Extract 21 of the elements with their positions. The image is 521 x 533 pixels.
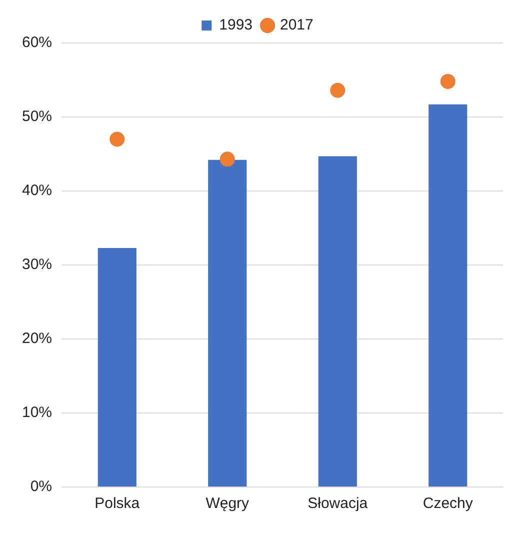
point xyxy=(330,82,346,98)
x-tick-label: Polska xyxy=(94,495,140,512)
bar xyxy=(208,160,247,486)
point xyxy=(440,74,456,89)
legend-label: 1993 xyxy=(219,16,253,34)
point xyxy=(110,132,125,147)
x-tick-label: Czechy xyxy=(422,495,474,512)
x-tick-label: Słowacja xyxy=(308,495,368,512)
bar xyxy=(428,104,468,486)
y-tick-label: 30% xyxy=(22,256,52,274)
y-tick-label: 50% xyxy=(22,108,52,126)
y-tick-label: 0% xyxy=(30,478,52,496)
bar xyxy=(98,248,136,486)
x-tick-label: Węgry xyxy=(206,495,250,512)
y-tick-label: 10% xyxy=(22,404,52,422)
y-tick-label: 60% xyxy=(22,34,52,52)
bar xyxy=(318,156,357,486)
y-tick-label: 40% xyxy=(22,182,52,200)
y-tick-label: 20% xyxy=(22,330,52,348)
point xyxy=(220,152,235,167)
legend-label: 2017 xyxy=(280,16,314,34)
